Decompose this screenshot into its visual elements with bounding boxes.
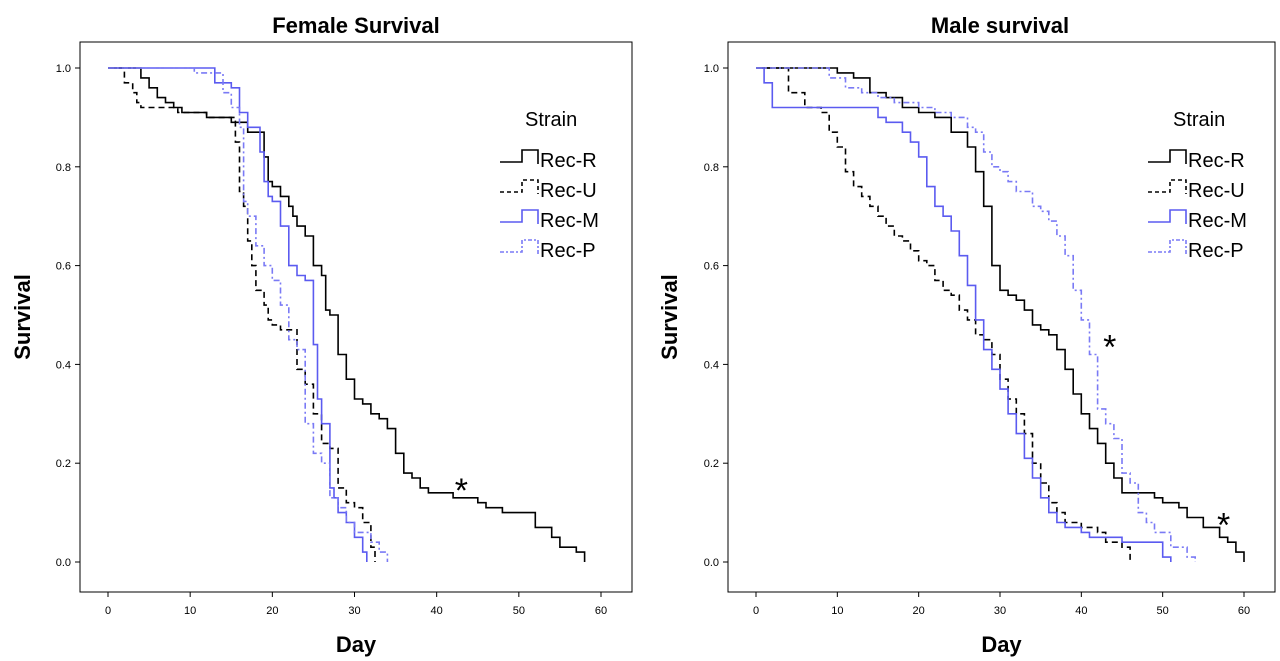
legend-title: Strain xyxy=(1173,109,1225,131)
x-tick-label: 0 xyxy=(105,605,111,617)
series-line-rec-p xyxy=(756,67,1196,562)
legend-label-rec-u: Rec-U xyxy=(1188,180,1245,202)
legend-label-rec-r: Rec-R xyxy=(540,150,597,172)
legend-swatch-rec-p xyxy=(1148,239,1187,254)
significance-asterisk: * xyxy=(1217,506,1230,544)
y-tick-label: 0.8 xyxy=(56,162,71,174)
x-tick-label: 60 xyxy=(1238,605,1250,617)
x-tick-label: 50 xyxy=(1157,605,1169,617)
series-line-rec-p xyxy=(108,67,389,562)
legend-swatch-rec-u xyxy=(500,179,539,194)
series-line-rec-m xyxy=(108,67,368,562)
x-tick-label: 60 xyxy=(595,605,607,617)
x-axis-label: Day xyxy=(336,632,377,657)
series-line-rec-u xyxy=(108,67,376,562)
legend-title: Strain xyxy=(525,109,577,131)
y-tick-label: 0.4 xyxy=(704,359,719,371)
y-tick-label: 0.2 xyxy=(56,458,71,470)
x-tick-label: 40 xyxy=(1075,605,1087,617)
chart-panel-1: Female Survival 0 10 20 30 40 50 60 0.0 0.2 0.4 0.6… xyxy=(10,13,633,657)
x-tick-label: 20 xyxy=(266,605,278,617)
y-tick-label: 0.8 xyxy=(704,162,719,174)
chart-panel-2: Male survival 0 10 20 30 40 50 60 0.0 0.2 0.4 0.6 0.… xyxy=(657,13,1276,657)
x-tick-label: 20 xyxy=(913,605,925,617)
y-tick-label: 0.6 xyxy=(704,261,719,273)
legend-label-rec-r: Rec-R xyxy=(1188,150,1245,172)
x-tick-label: 10 xyxy=(831,605,843,617)
plot-frame xyxy=(79,41,633,593)
series-line-rec-m xyxy=(756,67,1172,562)
legend-swatch-rec-r xyxy=(500,149,539,164)
legend: Strain Rec-R Rec-U Rec-M Rec-P xyxy=(1148,109,1247,262)
x-tick-label: 40 xyxy=(431,605,443,617)
chart-title: Male survival xyxy=(931,13,1069,38)
series-line-rec-r xyxy=(108,67,586,562)
y-tick-label: 0.2 xyxy=(704,458,719,470)
y-tick-label: 0.4 xyxy=(56,359,71,371)
series-line-rec-u xyxy=(756,67,1131,562)
legend-swatch-rec-m xyxy=(500,209,539,224)
plot-frame xyxy=(727,41,1276,593)
legend-label-rec-p: Rec-P xyxy=(1188,240,1244,262)
y-tick-label: 0.0 xyxy=(56,557,71,569)
legend-label-rec-m: Rec-M xyxy=(1188,210,1247,232)
legend-label-rec-u: Rec-U xyxy=(540,180,597,202)
significance-asterisk: * xyxy=(1103,329,1116,367)
y-tick-label: 0.6 xyxy=(56,261,71,273)
x-tick-label: 0 xyxy=(753,605,759,617)
x-tick-label: 10 xyxy=(184,605,196,617)
x-tick-label: 30 xyxy=(994,605,1006,617)
y-tick-label: 0.0 xyxy=(704,557,719,569)
legend-label-rec-p: Rec-P xyxy=(540,240,596,262)
legend-swatch-rec-m xyxy=(1148,209,1187,224)
chart-title: Female Survival xyxy=(272,13,440,38)
legend: Strain Rec-R Rec-U Rec-M Rec-P xyxy=(500,109,599,262)
y-axis-label: Survival xyxy=(10,274,35,360)
x-axis-label: Day xyxy=(981,632,1022,657)
y-tick-label: 1.0 xyxy=(56,63,71,75)
y-tick-label: 1.0 xyxy=(704,63,719,75)
x-tick-label: 30 xyxy=(348,605,360,617)
significance-asterisk: * xyxy=(455,472,468,510)
y-axis-label: Survival xyxy=(657,274,682,360)
legend-swatch-rec-r xyxy=(1148,149,1187,164)
x-tick-label: 50 xyxy=(513,605,525,617)
legend-swatch-rec-p xyxy=(500,239,539,254)
series-line-rec-r xyxy=(756,67,1245,562)
legend-label-rec-m: Rec-M xyxy=(540,210,599,232)
legend-swatch-rec-u xyxy=(1148,179,1187,194)
